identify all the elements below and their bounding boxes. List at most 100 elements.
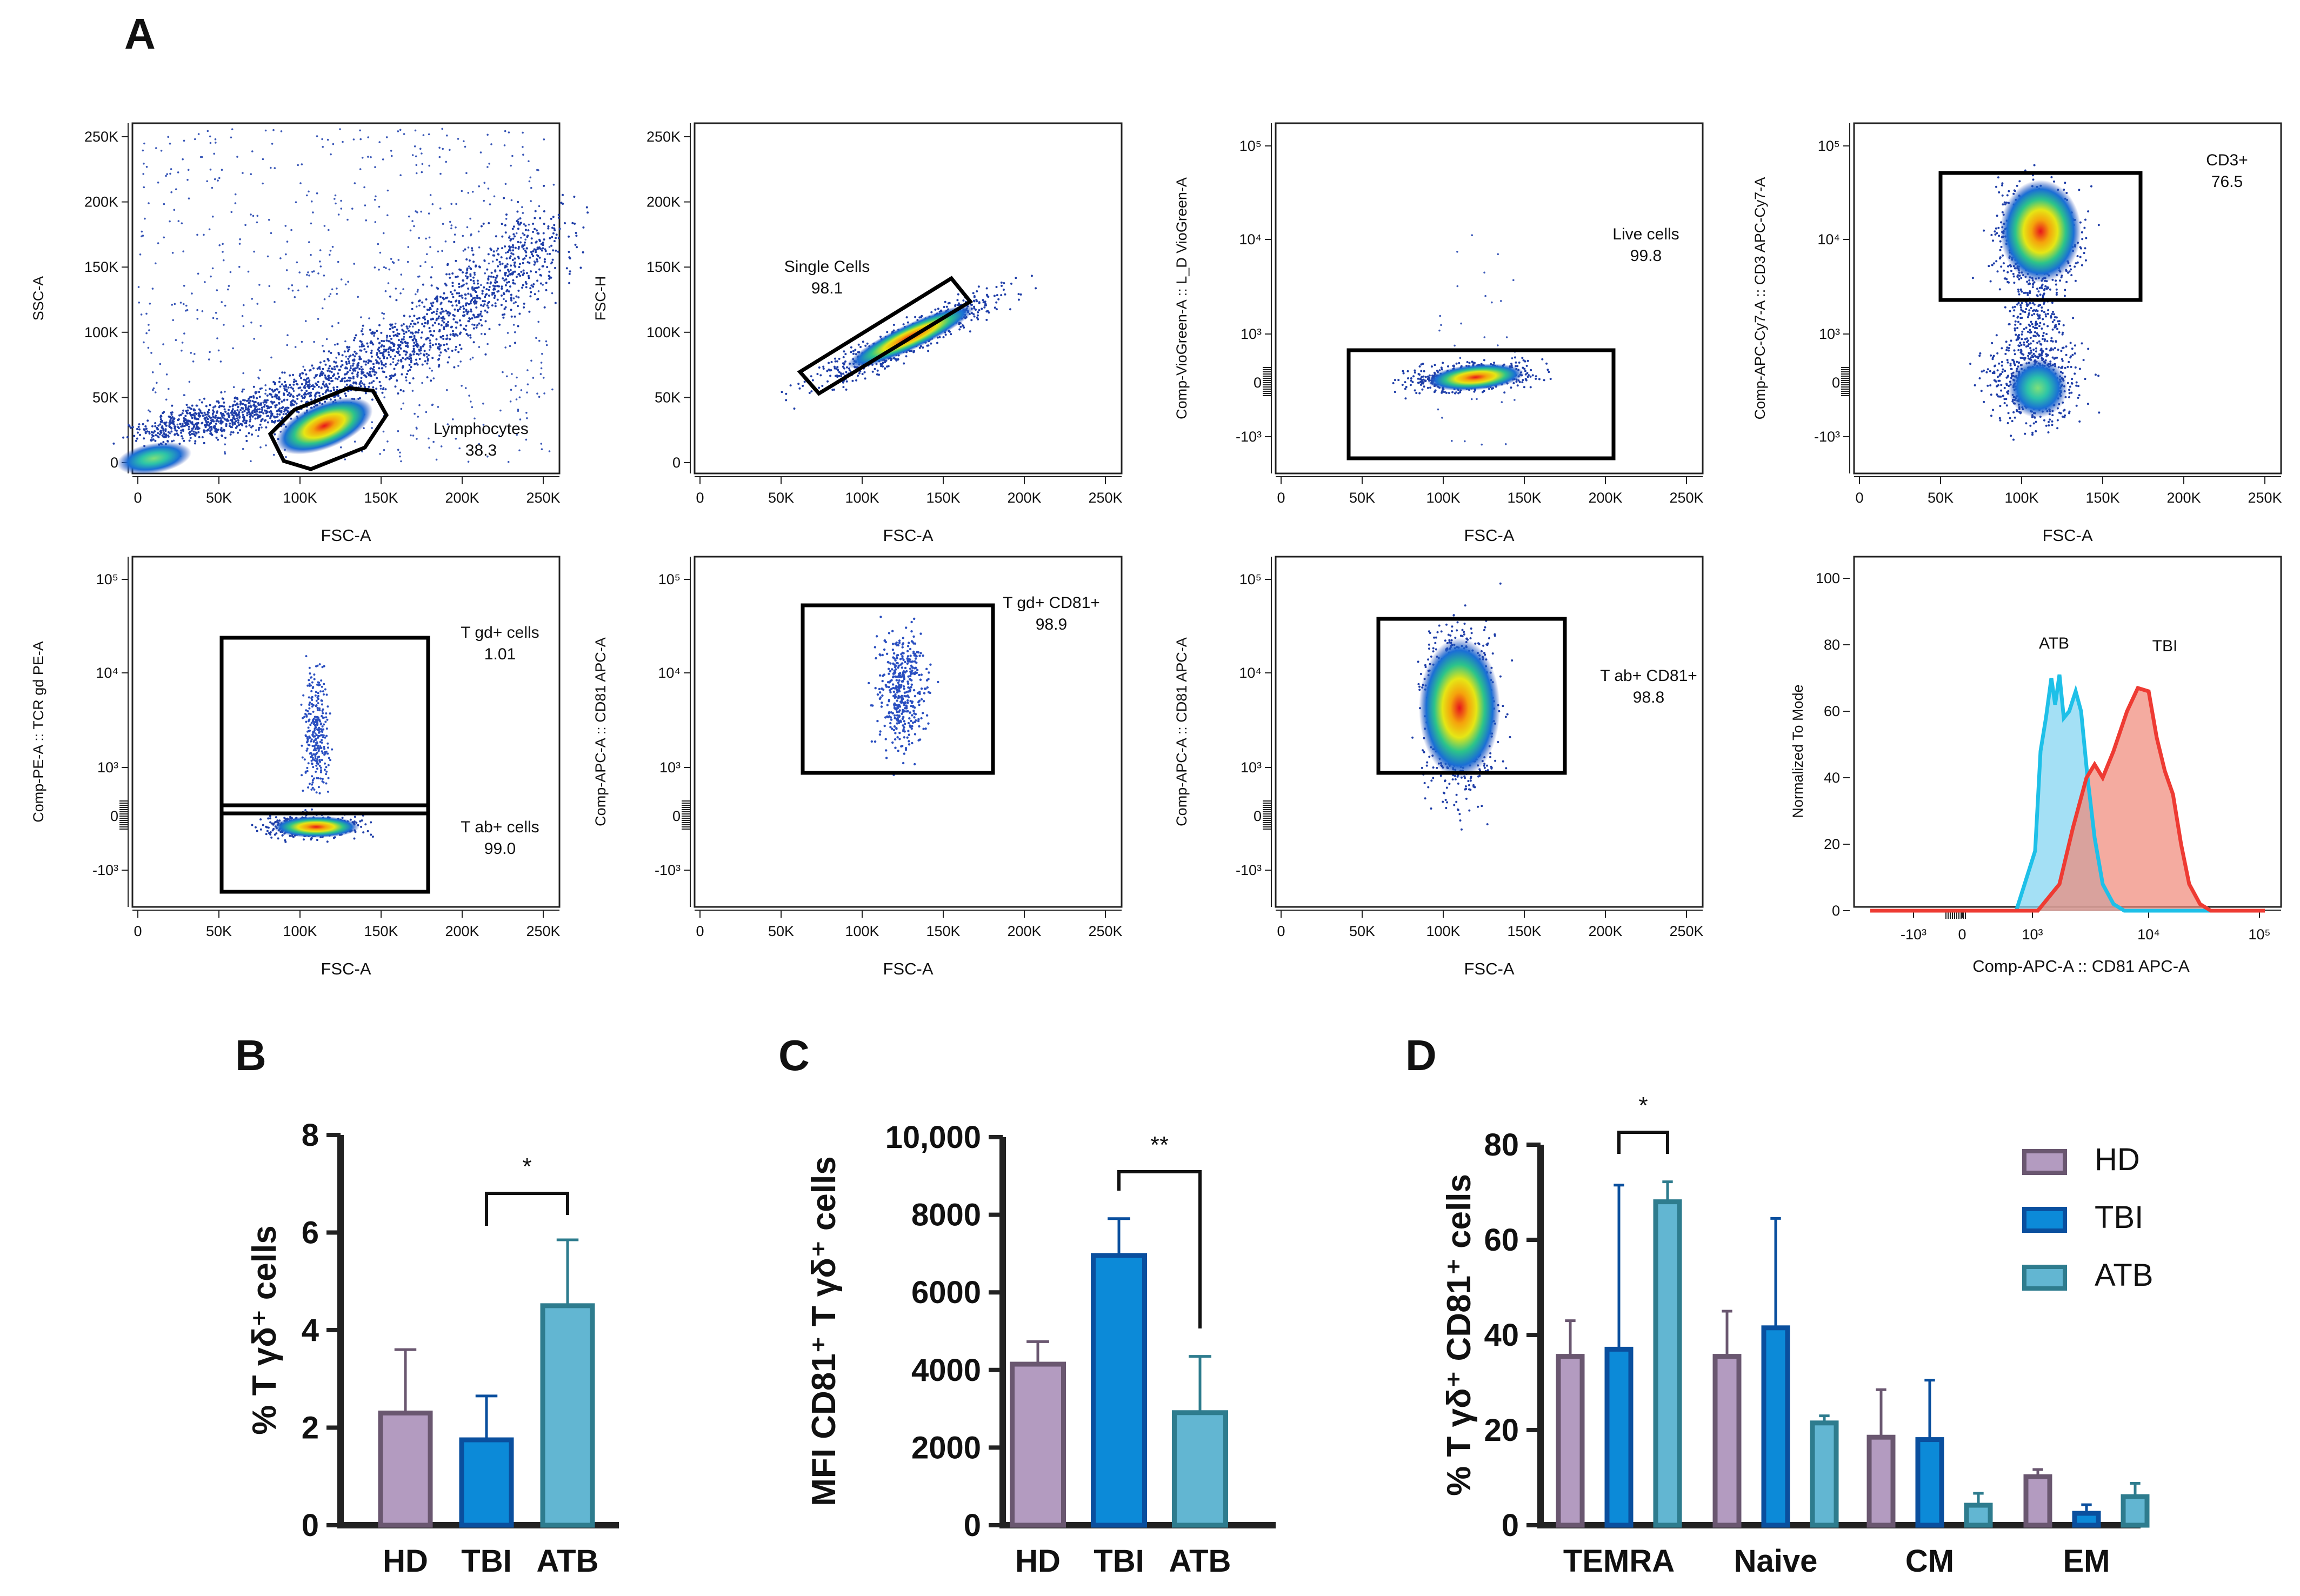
event-dot [864,377,866,380]
event-dot [179,302,182,304]
event-dot [504,130,506,132]
event-dot [509,345,511,347]
event-dot [243,410,246,412]
event-dot [202,415,204,417]
event-dot [178,414,181,417]
event-dot [506,275,509,277]
event-dot [1414,369,1416,372]
event-dot [146,430,149,433]
event-dot [1470,398,1473,400]
event-dot [322,146,324,148]
event-dot [316,391,318,394]
y-tick-label: 0 [1832,375,1840,391]
event-dot [384,365,387,368]
event-dot [312,388,315,390]
event-dot [456,292,458,295]
event-dot [165,433,168,436]
event-dot [418,317,421,319]
event-dot [395,299,398,302]
event-dot [902,323,905,326]
x-tick-label: 50K [768,490,794,506]
event-dot [299,373,302,376]
event-dot [286,398,289,401]
event-dot [508,273,511,276]
event-dot [833,388,836,391]
event-dot [261,418,264,420]
event-dot [442,316,445,318]
event-dot [532,283,535,285]
event-dot [179,423,182,425]
event-dot [528,223,530,226]
event-dot [797,383,800,385]
event-dot [1994,233,1997,236]
event-dot [538,205,541,208]
event-dot [529,176,532,179]
event-dot [319,265,322,268]
event-dot [545,344,548,346]
event-dot [378,357,381,360]
event-dot [290,393,292,396]
event-dot [426,253,428,256]
event-dot [415,164,418,166]
event-dot [152,435,155,437]
flow-plot-single: 0 50K 100K 150K 200K 250KFSC-A050K100K150K200… [592,122,1123,545]
event-dot [1405,386,1408,388]
event-dot [459,324,462,326]
event-dot [345,383,348,386]
event-dot [192,360,195,363]
event-dot [428,437,430,440]
event-dot [390,258,392,260]
event-dot [2064,182,2066,184]
event-dot [506,332,509,334]
event-dot [470,279,472,281]
event-dot [278,402,281,404]
event-dot [251,298,254,300]
event-dot [403,336,405,338]
event-dot [341,354,344,357]
event-dot [864,344,867,347]
event-dot [383,364,385,366]
event-dot [534,228,536,230]
event-dot [466,302,469,305]
event-dot [397,352,399,355]
event-dot [246,414,249,417]
event-dot [515,276,518,278]
event-dot [1535,377,1537,380]
event-dot [539,373,542,375]
event-dot [458,295,461,297]
event-dot [532,377,535,379]
event-dot [227,288,229,291]
event-dot [385,136,388,138]
event-dot [2076,255,2079,257]
event-dot [341,364,344,366]
event-dot [454,289,456,292]
event-dot [177,434,179,437]
event-dot [836,376,839,378]
event-dot [376,352,378,355]
event-dot [190,352,192,354]
event-dot [354,182,356,184]
event-dot [1524,373,1527,376]
panel-label-d: D [1405,1031,1437,1079]
event-dot [1468,362,1471,364]
event-dot [1996,270,1999,273]
event-dot [291,284,294,286]
event-dot [977,311,979,313]
event-dot [2084,259,2087,262]
event-dot [486,166,489,168]
event-dot [183,439,185,442]
event-dot [328,377,330,379]
event-dot [183,332,185,335]
event-dot [185,410,188,412]
event-dot [258,396,261,398]
event-dot [361,345,363,348]
event-dot [1415,392,1418,395]
event-dot [400,408,403,410]
event-dot [415,210,417,212]
event-dot [270,412,273,415]
event-dot [383,340,385,343]
event-dot [182,409,185,412]
event-dot [285,253,287,256]
event-dot [209,142,212,144]
event-dot [203,397,205,400]
